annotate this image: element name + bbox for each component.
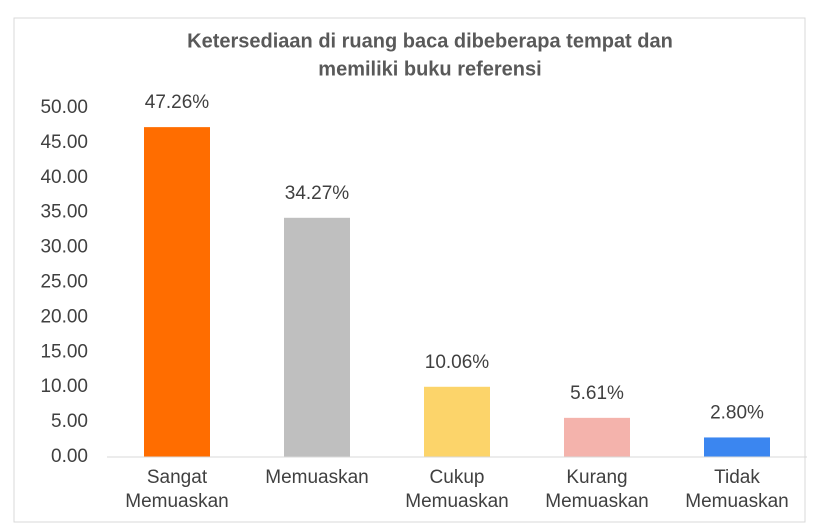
y-tick-label: 10.00 — [40, 376, 88, 397]
x-tick-label: Cukup Memuaskan — [405, 467, 509, 512]
y-tick-label: 50.00 — [40, 97, 88, 118]
bar — [564, 417, 630, 457]
x-tick-line: Memuaskan — [405, 491, 509, 512]
y-tick-label: 30.00 — [40, 237, 88, 258]
x-tick-label: Memuaskan — [265, 467, 369, 488]
y-tick-label: 40.00 — [40, 167, 88, 188]
x-tick-line: Memuaskan — [265, 467, 369, 488]
bar — [144, 127, 210, 458]
x-tick-label: Tidak Memuaskan — [685, 467, 789, 512]
y-tick-label: 5.00 — [51, 411, 88, 432]
data-label: 5.61% — [570, 383, 624, 404]
x-tick-label: Sangat Memuaskan — [125, 467, 229, 512]
data-label: 10.06% — [425, 352, 490, 373]
x-tick-line: Memuaskan — [545, 491, 649, 512]
x-tick-label: Kurang Memuaskan — [545, 467, 649, 512]
chart-title: memiliki buku referensi — [318, 58, 541, 80]
data-label: 2.80% — [710, 402, 764, 423]
y-tick-label: 35.00 — [40, 202, 88, 223]
bar — [424, 386, 490, 457]
bar — [284, 217, 350, 457]
chart-border — [13, 17, 806, 523]
y-tick-label: 15.00 — [40, 341, 88, 362]
y-tick-label: 25.00 — [40, 272, 88, 293]
y-tick-label: 20.00 — [40, 306, 88, 327]
x-tick-line: Sangat — [147, 467, 208, 488]
chart-title: Ketersediaan di ruang baca dibeberapa te… — [187, 30, 673, 52]
data-label: 47.26% — [145, 92, 210, 113]
x-tick-line: Tidak — [714, 467, 760, 488]
x-tick-line: Memuaskan — [125, 491, 229, 512]
x-tick-line: Cukup — [430, 467, 485, 488]
data-label: 34.27% — [285, 183, 350, 204]
y-tick-label: 0.00 — [51, 446, 88, 467]
y-tick-label: 45.00 — [40, 132, 88, 153]
x-tick-line: Kurang — [566, 467, 627, 488]
bar — [704, 437, 770, 457]
x-tick-line: Memuaskan — [685, 491, 789, 512]
